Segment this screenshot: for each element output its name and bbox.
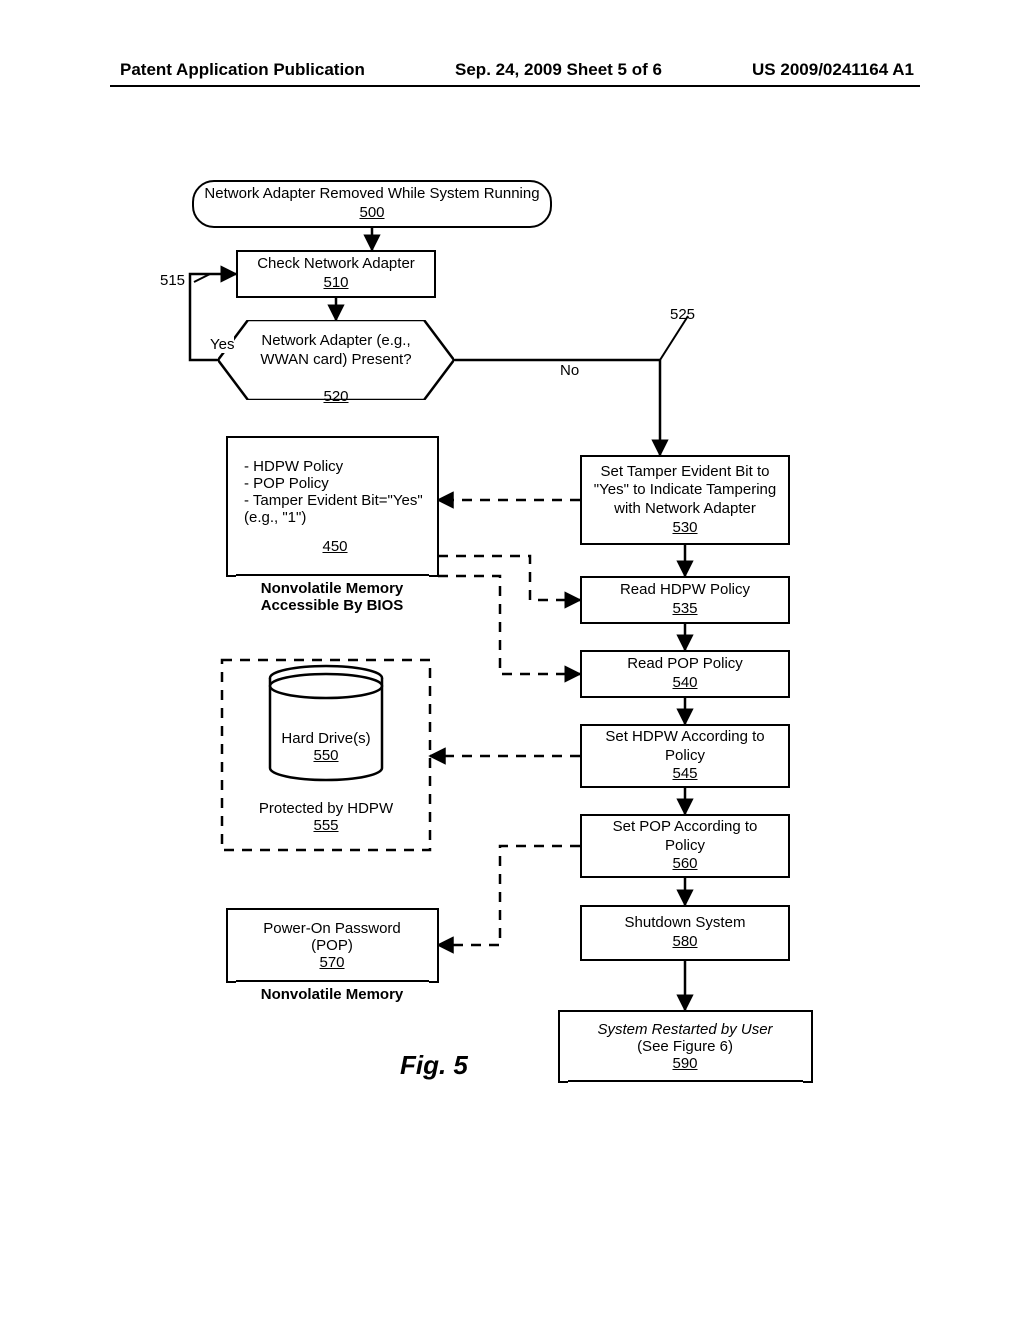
node-520-text: Network Adapter (e.g., WWAN card) Presen… — [260, 332, 411, 368]
node-580-ref: 580 — [672, 933, 697, 952]
node-580-text: Shutdown System — [625, 914, 746, 933]
page-header: Patent Application Publication Sep. 24, … — [0, 60, 1024, 80]
node-570-ref: 570 — [238, 954, 426, 971]
node-450-caption: Nonvolatile Memory Accessible By BIOS — [226, 580, 438, 614]
node-510-ref: 510 — [323, 274, 348, 293]
node-520: Network Adapter (e.g., WWAN card) Presen… — [218, 320, 454, 400]
ref-515: 515 — [160, 272, 185, 289]
header-center: Sep. 24, 2009 Sheet 5 of 6 — [455, 60, 662, 80]
node-510-text: Check Network Adapter — [257, 255, 415, 274]
node-560: Set POP According to Policy 560 — [580, 814, 790, 878]
node-510: Check Network Adapter 510 — [236, 250, 436, 298]
node-570-caption: Nonvolatile Memory — [226, 986, 438, 1003]
node-535-ref: 535 — [672, 600, 697, 619]
node-540-ref: 540 — [672, 674, 697, 693]
node-450-l4: (e.g., "1") — [244, 509, 426, 526]
node-590-line1: System Restarted by User — [570, 1021, 800, 1038]
figure-title: Fig. 5 — [400, 1050, 468, 1081]
node-590-line2: (See Figure 6) — [570, 1038, 800, 1055]
node-450-ref: 450 — [244, 538, 426, 555]
node-500-ref: 500 — [359, 204, 384, 223]
node-590: System Restarted by User (See Figure 6) … — [558, 1010, 812, 1082]
node-500: Network Adapter Removed While System Run… — [192, 180, 552, 228]
node-530-ref: 530 — [672, 519, 697, 538]
header-right: US 2009/0241164 A1 — [752, 60, 914, 80]
node-545-ref: 545 — [672, 765, 697, 784]
node-450-l2: - POP Policy — [244, 475, 426, 492]
node-530: Set Tamper Evident Bit to "Yes" to Indic… — [580, 455, 790, 545]
edge-yes-label: Yes — [210, 336, 234, 353]
node-545-text: Set HDPW According to Policy — [605, 728, 764, 766]
disk-icon — [266, 664, 474, 794]
node-540-text: Read POP Policy — [627, 655, 743, 674]
node-550-ref: 550 — [313, 747, 338, 764]
node-450-l3: - Tamper Evident Bit="Yes" — [244, 492, 426, 509]
node-570-text: Power-On Password (POP) — [238, 920, 426, 954]
page: Patent Application Publication Sep. 24, … — [0, 0, 1024, 1320]
node-450: - HDPW Policy - POP Policy - Tamper Evid… — [226, 436, 438, 576]
node-500-text: Network Adapter Removed While System Run… — [204, 185, 539, 204]
node-560-ref: 560 — [672, 855, 697, 874]
node-545: Set HDPW According to Policy 545 — [580, 724, 790, 788]
node-550-text: Hard Drive(s) — [281, 730, 370, 747]
node-520-ref: 520 — [323, 388, 348, 405]
header-left: Patent Application Publication — [120, 60, 365, 80]
node-555-text: Protected by HDPW — [259, 800, 393, 817]
node-550-group: Hard Drive(s) 550 Protected by HDPW 555 — [222, 660, 430, 850]
node-530-text: Set Tamper Evident Bit to "Yes" to Indic… — [594, 463, 776, 519]
node-580: Shutdown System 580 — [580, 905, 790, 961]
ref-525: 525 — [670, 306, 695, 323]
node-535: Read HDPW Policy 535 — [580, 576, 790, 624]
node-590-ref: 590 — [570, 1055, 800, 1072]
node-555-ref: 555 — [313, 817, 338, 834]
node-535-text: Read HDPW Policy — [620, 581, 750, 600]
node-540: Read POP Policy 540 — [580, 650, 790, 698]
node-560-text: Set POP According to Policy — [613, 818, 758, 856]
node-570: Power-On Password (POP) 570 — [226, 908, 438, 982]
edge-no-label: No — [560, 362, 579, 379]
header-rule — [110, 85, 920, 87]
node-450-l1: - HDPW Policy — [244, 458, 426, 475]
